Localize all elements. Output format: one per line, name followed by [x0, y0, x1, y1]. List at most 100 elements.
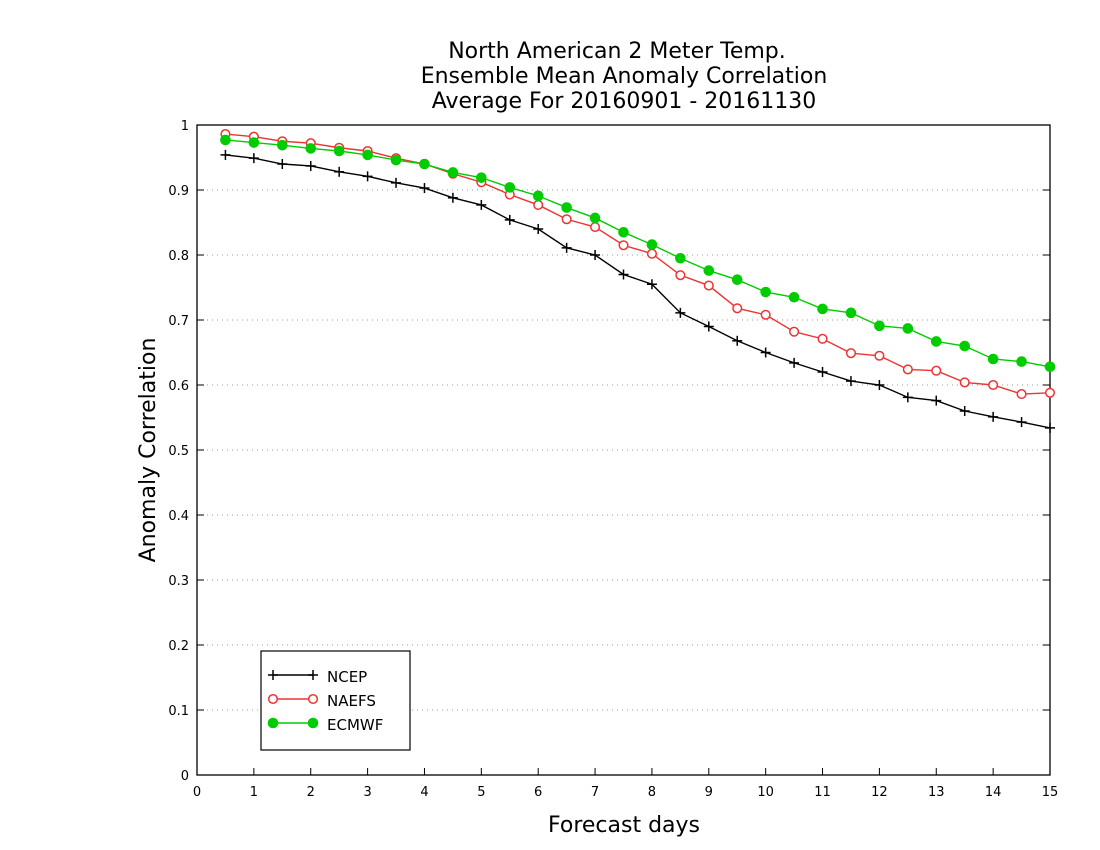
x-tick-label: 6: [534, 785, 542, 800]
legend-symbol-ncep: [268, 670, 318, 680]
data-point-ecmwf: [987, 353, 999, 365]
data-point-ecmwf: [248, 137, 260, 148]
data-point-ecmwf: [1044, 361, 1056, 373]
chart-title-line-2: Ensemble Mean Anomaly Correlation: [421, 64, 828, 89]
data-point-ncep: [533, 224, 544, 234]
data-point-ncep: [334, 166, 345, 177]
y-tick-label: 0.2: [168, 639, 189, 654]
legend-symbol-ecmwf: [267, 717, 319, 729]
data-point-naefs: [1044, 387, 1056, 398]
data-point-ecmwf: [788, 291, 800, 303]
x-tick-label: 4: [420, 785, 428, 800]
data-point-ecmwf: [930, 336, 942, 347]
data-point-ncep: [447, 192, 458, 203]
data-point-ecmwf: [1016, 356, 1027, 367]
data-point-naefs: [533, 199, 544, 210]
legend-label-naefs: NAEFS: [327, 692, 376, 710]
legend-marker-naefs: [267, 693, 279, 705]
data-point-ncep: [561, 242, 572, 253]
x-tick-label: 8: [648, 785, 656, 800]
data-point-ecmwf: [277, 139, 288, 151]
legend: NCEP NAEFS ECMWF: [260, 650, 411, 751]
x-tick-label: 1: [250, 785, 258, 800]
data-point-naefs: [1016, 389, 1027, 400]
y-tick-label: 0.3: [168, 574, 189, 589]
data-point-naefs: [817, 333, 828, 344]
data-point-ecmwf: [845, 307, 857, 319]
data-point-ncep: [760, 347, 771, 358]
data-point-naefs: [646, 248, 657, 259]
data-point-ecmwf: [362, 149, 373, 161]
data-point-ecmwf: [305, 143, 317, 154]
data-point-ncep: [1045, 422, 1055, 433]
data-point-ecmwf: [731, 274, 743, 286]
data-point-ncep: [845, 376, 856, 387]
data-point-ecmwf: [447, 167, 459, 178]
x-tick-label: 15: [1042, 785, 1059, 800]
data-point-ncep: [362, 171, 373, 182]
y-tick-label: 0.8: [168, 249, 189, 264]
legend-marker-ecmwf: [267, 717, 279, 729]
x-tick-label: 13: [928, 785, 945, 800]
legend-marker-ecmwf: [307, 717, 319, 729]
data-point-ecmwf: [874, 320, 885, 332]
gridlines: [197, 189, 1050, 711]
data-point-ncep: [874, 380, 885, 390]
data-point-ecmwf: [902, 323, 914, 334]
data-point-naefs: [902, 364, 913, 375]
data-point-ncep: [988, 411, 999, 422]
x-axis-label: Forecast days: [548, 813, 700, 838]
series-ecmwf: [220, 134, 1056, 373]
data-point-ncep: [703, 321, 714, 332]
data-point-naefs: [703, 280, 714, 291]
y-tick-label: 0.4: [168, 509, 189, 524]
legend-label-ecmwf: ECMWF: [327, 716, 383, 734]
x-tick-label: 0: [193, 785, 201, 800]
data-point-naefs: [590, 222, 601, 233]
data-point-ecmwf: [646, 239, 658, 250]
y-tick-label: 0.1: [168, 704, 189, 719]
data-point-naefs: [874, 350, 885, 361]
legend-marker-naefs: [307, 693, 319, 705]
legend-marker-ncep: [308, 670, 318, 680]
y-tick-label: 0.9: [168, 184, 189, 199]
data-point-ncep: [817, 367, 828, 377]
y-axis-label: Anomaly Correlation: [136, 338, 161, 563]
axis-ticks: 00.10.20.30.40.50.60.70.80.910 1 2 3 4 5 6 7 8 9 1…: [168, 119, 1058, 800]
data-point-naefs: [845, 348, 857, 359]
data-point-ecmwf: [333, 145, 345, 157]
data-point-naefs: [988, 379, 999, 391]
data-point-ecmwf: [959, 340, 971, 352]
x-tick-label: 10: [757, 785, 774, 800]
series-ncep: [220, 149, 1055, 433]
data-point-ncep: [590, 250, 601, 260]
data-point-ncep: [476, 199, 487, 210]
data-point-naefs: [675, 270, 686, 281]
data-point-naefs: [760, 309, 771, 320]
x-tick-label: 9: [705, 785, 713, 800]
y-tick-label: 0.5: [168, 444, 189, 459]
x-tick-label: 7: [591, 785, 599, 800]
y-tick-label: 0: [181, 769, 189, 784]
data-point-ecmwf: [390, 154, 402, 166]
series-group: [220, 129, 1056, 433]
y-tick-label: 0.7: [168, 314, 189, 329]
data-point-ncep: [305, 160, 316, 171]
legend-marker-ncep: [268, 670, 278, 680]
data-point-naefs: [931, 365, 942, 376]
data-point-ecmwf: [589, 212, 601, 224]
data-point-ncep: [618, 269, 629, 280]
data-point-ecmwf: [476, 172, 487, 183]
data-point-ecmwf: [703, 265, 715, 276]
x-tick-label: 11: [814, 785, 831, 800]
data-point-ncep: [646, 279, 657, 290]
data-point-naefs: [959, 377, 970, 388]
data-point-ncep: [248, 153, 259, 164]
chart-title-line-3: Average For 20160901 - 20161130: [432, 89, 817, 114]
data-point-ncep: [391, 177, 402, 188]
series-line-ncep: [225, 154, 1051, 429]
data-point-ncep: [675, 307, 686, 318]
data-point-ncep: [504, 214, 515, 225]
data-point-ecmwf: [760, 286, 771, 298]
